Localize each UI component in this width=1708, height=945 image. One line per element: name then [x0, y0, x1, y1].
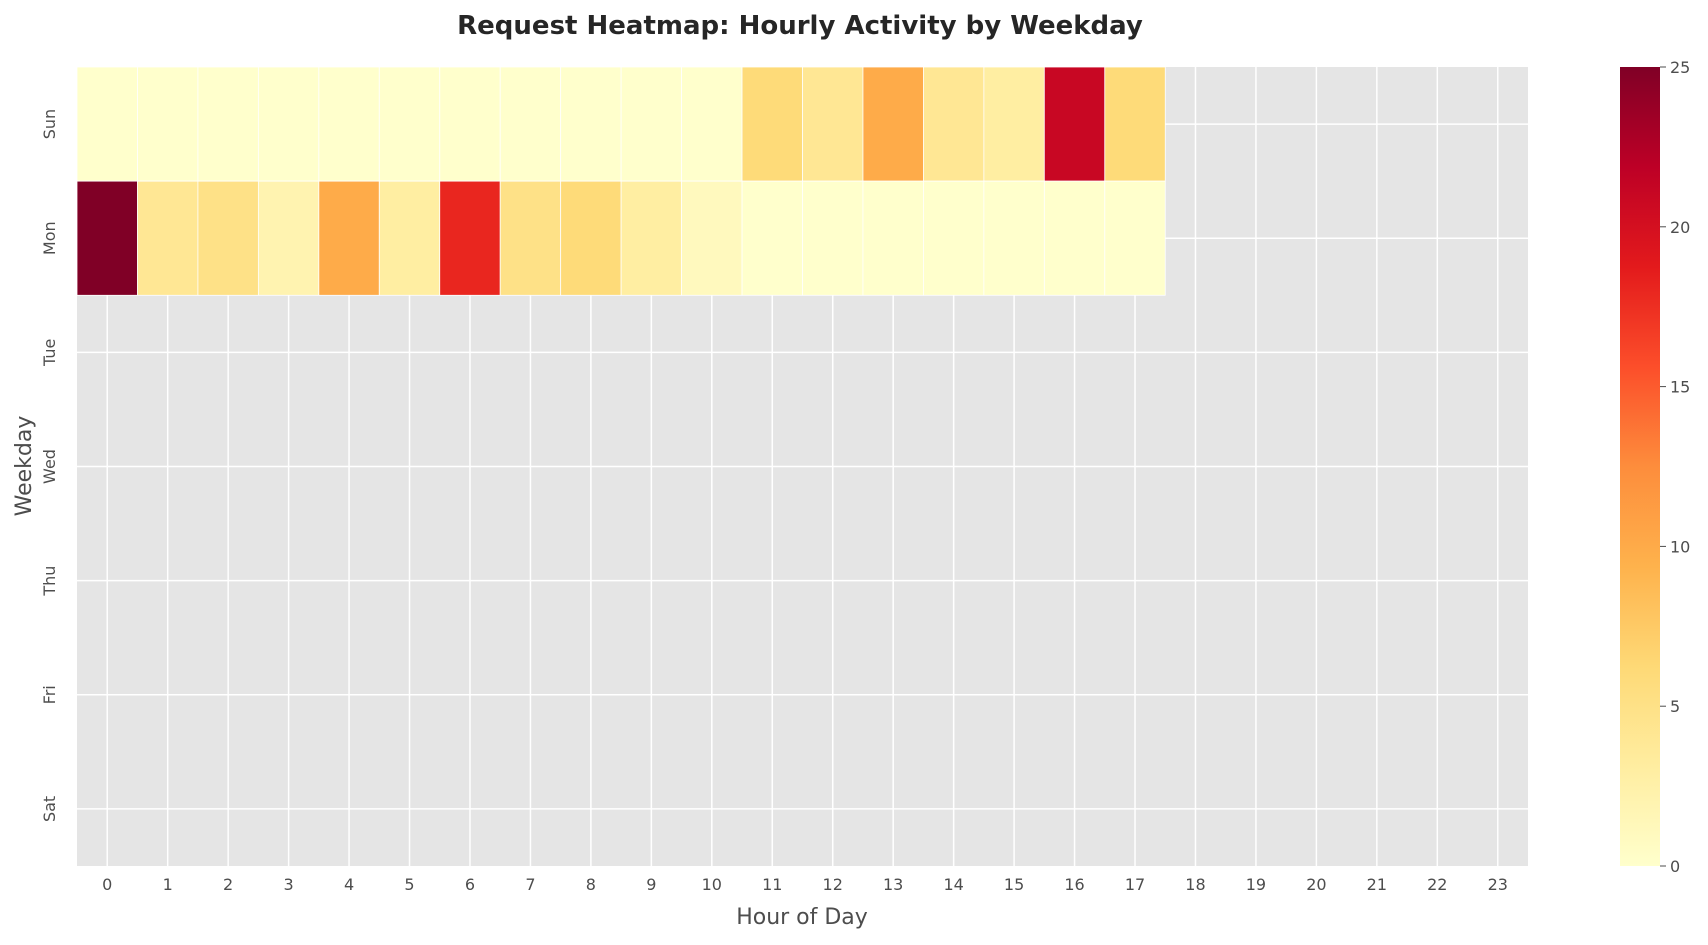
x-tick-label: 17	[1125, 875, 1145, 894]
colorbar-tick-label: 0	[1670, 857, 1680, 876]
x-tick-label: 18	[1185, 875, 1205, 894]
x-tick-label: 15	[1004, 875, 1024, 894]
chart-title: Request Heatmap: Hourly Activity by Week…	[457, 11, 1143, 41]
heatmap-cell	[499, 66, 562, 182]
x-tick-label: 7	[525, 875, 535, 894]
heatmap-cell	[620, 66, 682, 182]
colorbar-tick-label: 20	[1670, 218, 1690, 237]
heatmap-cell	[1104, 180, 1166, 296]
heatmap-cell	[1104, 66, 1166, 182]
heatmap-cell	[923, 180, 985, 296]
x-tick-label: 3	[284, 875, 294, 894]
heatmap-cell	[76, 180, 138, 296]
heatmap-cell	[257, 66, 320, 182]
heatmap-cell	[378, 180, 441, 296]
y-axis-label: Weekday	[12, 416, 37, 517]
heatmap-cell	[439, 180, 501, 296]
y-tick-label: Sun	[40, 109, 59, 139]
heatmap-cell	[681, 66, 743, 182]
x-tick-label: 5	[404, 875, 414, 894]
x-tick-label: 0	[102, 875, 112, 894]
heatmap-cell	[378, 66, 441, 182]
heatmap-cell	[257, 180, 320, 296]
heatmap-cell	[318, 180, 380, 296]
x-tick-label: 13	[883, 875, 903, 894]
heatmap-cell	[318, 66, 380, 182]
x-tick-label: 9	[646, 875, 656, 894]
x-tick-label: 14	[943, 875, 963, 894]
heatmap-cell	[862, 180, 924, 296]
heatmap-cell	[802, 66, 864, 182]
heatmap-cell	[137, 66, 199, 182]
heatmap-cell	[862, 66, 924, 182]
x-tick-label: 16	[1064, 875, 1084, 894]
heatmap-cell	[560, 180, 622, 296]
colorbar-tick-label: 15	[1670, 378, 1690, 397]
x-tick-label: 12	[823, 875, 843, 894]
y-tick-label: Thu	[40, 566, 59, 597]
heatmap-cell	[983, 66, 1045, 182]
heatmap-cell	[197, 180, 259, 296]
colorbar-tick-label: 10	[1670, 537, 1690, 556]
heatmap-cell	[983, 180, 1045, 296]
x-axis-label: Hour of Day	[736, 905, 868, 930]
y-tick-labels: Sun Mon Tue Wed Thu Fri Sat	[40, 109, 59, 822]
y-tick-label: Sat	[40, 796, 59, 822]
colorbar-tick-label: 25	[1670, 58, 1690, 77]
x-tick-label: 1	[163, 875, 173, 894]
y-tick-label: Tue	[40, 339, 59, 367]
y-tick-label: Fri	[40, 685, 59, 704]
heatmap-cell	[439, 66, 501, 182]
colorbar	[1620, 67, 1660, 866]
heatmap-cell	[1043, 180, 1106, 296]
heatmap-cell	[681, 180, 743, 296]
colorbar-tick-label: 5	[1670, 697, 1680, 716]
heatmap-cells	[76, 66, 1166, 296]
x-tick-label: 22	[1427, 875, 1447, 894]
heatmap-cell	[923, 66, 985, 182]
x-tick-label: 23	[1488, 875, 1508, 894]
x-tick-label: 10	[702, 875, 722, 894]
x-tick-label: 11	[762, 875, 782, 894]
heatmap-cell	[802, 180, 864, 296]
x-tick-labels: 0 1 2 3 4 5 6 7 8 9 10 11 12 13 14 15 16 17 18 19 20 21 22 23	[102, 875, 1508, 894]
x-tick-label: 4	[344, 875, 354, 894]
heatmap-cell	[197, 66, 259, 182]
x-tick-label: 6	[465, 875, 475, 894]
heatmap-cell	[741, 180, 803, 296]
y-tick-label: Wed	[40, 449, 59, 484]
x-tick-label: 8	[586, 875, 596, 894]
heatmap-cell	[1043, 66, 1106, 182]
x-tick-label: 2	[223, 875, 233, 894]
heatmap-cell	[620, 180, 682, 296]
heatmap-cell	[137, 180, 199, 296]
heatmap-cell	[499, 180, 562, 296]
x-tick-label: 19	[1246, 875, 1266, 894]
y-tick-label: Mon	[40, 221, 59, 255]
heatmap-cell	[560, 66, 622, 182]
heatmap-cell	[741, 66, 803, 182]
x-tick-label: 21	[1367, 875, 1387, 894]
x-tick-label: 20	[1306, 875, 1326, 894]
colorbar-ticks: 0 5 10 15 20 25	[1660, 58, 1690, 876]
heatmap-cell	[76, 66, 138, 182]
